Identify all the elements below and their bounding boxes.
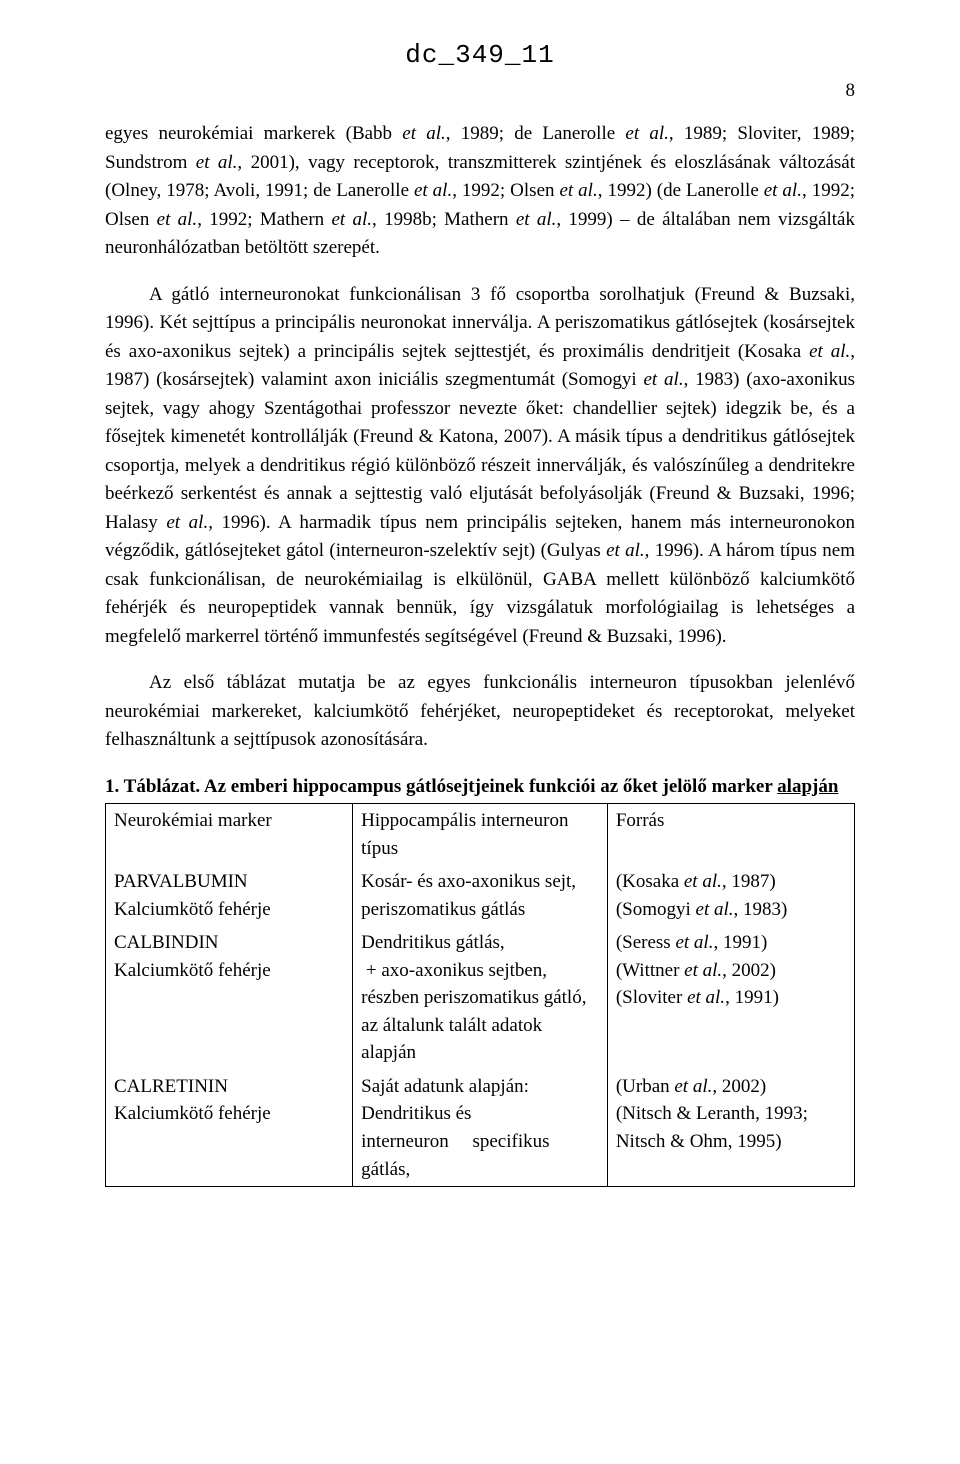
table-header-c1: Neurokémiai marker xyxy=(106,804,353,866)
table-row: CALBINDINKalciumkötő fehérje Dendritikus… xyxy=(106,926,855,1070)
table-row: CALRETININKalciumkötő fehérje Saját adat… xyxy=(106,1070,855,1187)
table-cell: Saját adatunk alapján:Dendritikus ésinte… xyxy=(353,1070,608,1187)
page-number: 8 xyxy=(105,80,855,102)
table-cell: CALBINDINKalciumkötő fehérje xyxy=(106,926,353,1070)
paragraph-2: A gátló interneuronokat funkcionálisan 3… xyxy=(105,281,855,652)
table-cell: (Kosaka et al., 1987)(Somogyi et al., 19… xyxy=(607,865,854,926)
table-cell: PARVALBUMINKalciumkötő fehérje xyxy=(106,865,353,926)
table-title: 1. Táblázat. Az emberi hippocampus gátló… xyxy=(105,773,855,802)
table-cell: CALRETININKalciumkötő fehérje xyxy=(106,1070,353,1187)
table-cell: Dendritikus gátlás, + axo-axonikus sejtb… xyxy=(353,926,608,1070)
table-header-c2: Hippocampális interneuron típus xyxy=(353,804,608,866)
table-cell: (Seress et al., 1991)(Wittner et al., 20… xyxy=(607,926,854,1070)
paragraph-1: egyes neurokémiai markerek (Babb et al.,… xyxy=(105,120,855,263)
table-cell: Kosár- és axo-axonikus sejt,periszomatik… xyxy=(353,865,608,926)
table-cell: (Urban et al., 2002)(Nitsch & Leranth, 1… xyxy=(607,1070,854,1187)
table-row: PARVALBUMINKalciumkötő fehérje Kosár- és… xyxy=(106,865,855,926)
marker-table: Neurokémiai marker Hippocampális interne… xyxy=(105,803,855,1187)
table-header-row: Neurokémiai marker Hippocampális interne… xyxy=(106,804,855,866)
paragraph-3: Az első táblázat mutatja be az egyes fun… xyxy=(105,669,855,755)
header-code: dc_349_11 xyxy=(105,40,855,70)
table-header-c3: Forrás xyxy=(607,804,854,866)
